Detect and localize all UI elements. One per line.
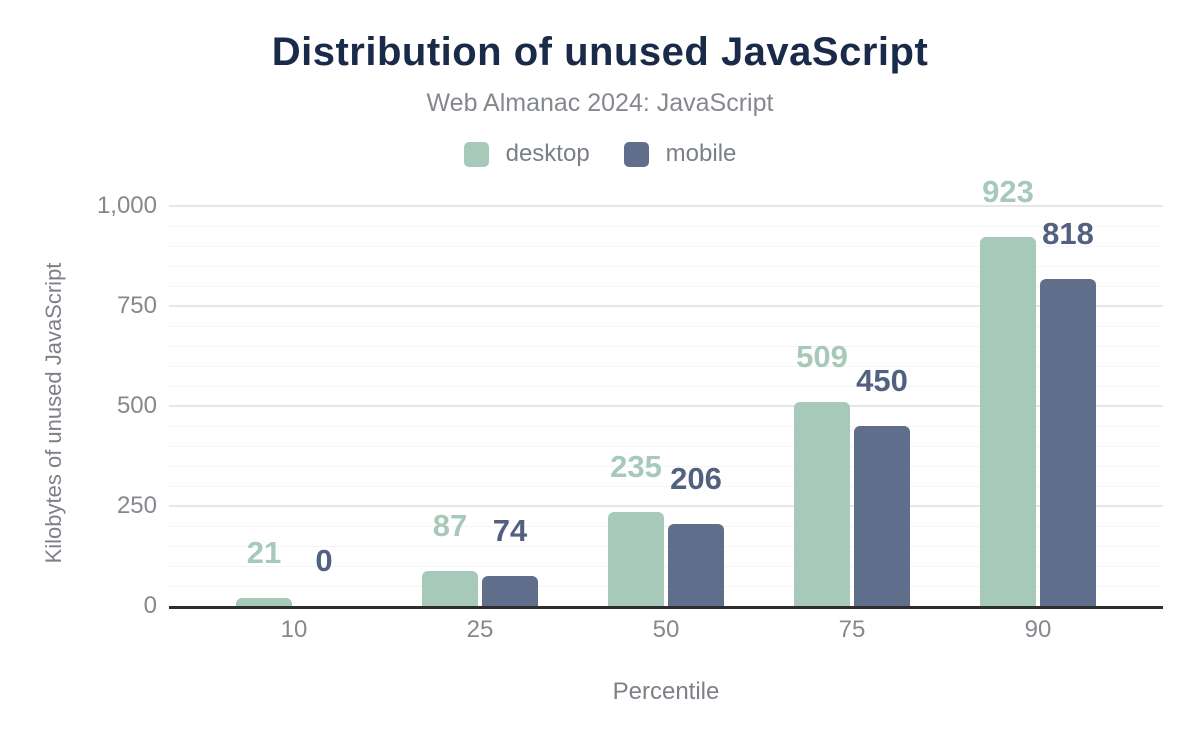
minor-gridline [169, 326, 1163, 327]
bar-value-label-mobile: 74 [492, 513, 528, 548]
bar-value-label-desktop: 509 [796, 339, 848, 374]
bar-value-label-mobile: 0 [315, 543, 333, 578]
major-gridline [169, 505, 1163, 507]
bar-desktop-p10[interactable] [236, 598, 292, 606]
bar-value-label-desktop: 21 [246, 535, 282, 570]
x-axis-tick-label: 75 [838, 616, 866, 643]
bar-mobile-p90[interactable] [1040, 279, 1096, 606]
minor-gridline [169, 226, 1163, 227]
y-axis-tick-label: 1,000 [96, 192, 157, 219]
major-gridline [169, 305, 1163, 307]
x-axis-tick-label: 10 [280, 616, 308, 643]
legend-item-desktop[interactable]: desktop [463, 140, 590, 168]
legend-swatch-desktop [463, 141, 489, 167]
minor-gridline [169, 446, 1163, 447]
minor-gridline [169, 266, 1163, 267]
y-axis-tick-label: 250 [116, 492, 157, 519]
minor-gridline [169, 586, 1163, 587]
major-gridline [169, 205, 1163, 207]
minor-gridline [169, 346, 1163, 347]
minor-gridline [169, 526, 1163, 527]
chart-title: Distribution of unused JavaScript [271, 30, 929, 74]
minor-gridline [169, 386, 1163, 387]
y-axis-tick-label: 0 [143, 592, 157, 619]
bar-desktop-p75[interactable] [794, 402, 850, 606]
minor-gridline [169, 366, 1163, 367]
minor-gridline [169, 426, 1163, 427]
x-axis-tick-label: 50 [652, 616, 680, 643]
bar-mobile-p75[interactable] [854, 426, 910, 606]
bar-value-label-mobile: 206 [670, 461, 722, 496]
bar-mobile-p50[interactable] [668, 524, 724, 606]
minor-gridline [169, 246, 1163, 247]
legend-item-mobile[interactable]: mobile [623, 140, 737, 168]
bar-value-label-desktop: 87 [432, 508, 468, 543]
minor-gridline [169, 566, 1163, 567]
chart-subtitle: Web Almanac 2024: JavaScript [426, 89, 774, 117]
x-axis-title: Percentile [612, 678, 720, 705]
x-axis-line [169, 606, 1163, 609]
bar-value-label-mobile: 818 [1042, 216, 1094, 251]
bar-mobile-p25[interactable] [482, 576, 538, 606]
bar-value-label-mobile: 450 [856, 363, 908, 398]
minor-gridline [169, 486, 1163, 487]
bar-value-label-desktop: 923 [982, 174, 1034, 209]
major-gridline [169, 405, 1163, 407]
y-axis-tick-label: 500 [116, 392, 157, 419]
minor-gridline [169, 286, 1163, 287]
bar-desktop-p25[interactable] [422, 571, 478, 606]
bar-desktop-p90[interactable] [980, 237, 1036, 606]
y-axis-tick-label: 750 [116, 292, 157, 319]
bar-desktop-p50[interactable] [608, 512, 664, 606]
legend-label-mobile: mobile [665, 140, 737, 167]
minor-gridline [169, 466, 1163, 467]
legend: desktop mobile [0, 140, 1200, 168]
x-axis-tick-label: 90 [1024, 616, 1052, 643]
bar-value-label-desktop: 235 [610, 449, 662, 484]
minor-gridline [169, 546, 1163, 547]
x-axis-tick-label: 25 [466, 616, 494, 643]
legend-swatch-mobile [623, 141, 649, 167]
legend-label-desktop: desktop [505, 140, 590, 167]
